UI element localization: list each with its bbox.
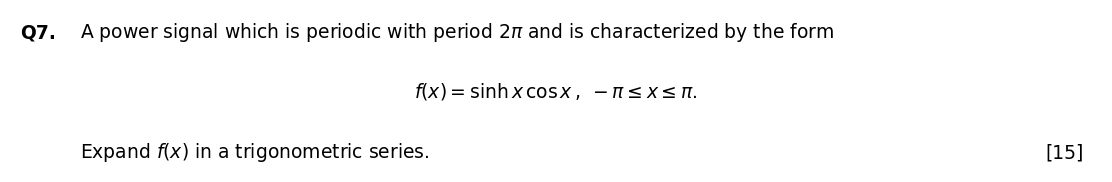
Text: Expand $f(x)$ in a trigonometric series.: Expand $f(x)$ in a trigonometric series. [80, 141, 429, 164]
Text: A power signal which is periodic with period $2\pi$ and is characterized by the : A power signal which is periodic with pe… [80, 21, 834, 44]
Text: $f(x) = \sinh x\,\cos x\,,\;-\pi \leq x \leq \pi.$: $f(x) = \sinh x\,\cos x\,,\;-\pi \leq x … [415, 80, 697, 102]
Text: Q7.: Q7. [20, 23, 56, 42]
Text: [15]: [15] [1045, 143, 1084, 162]
